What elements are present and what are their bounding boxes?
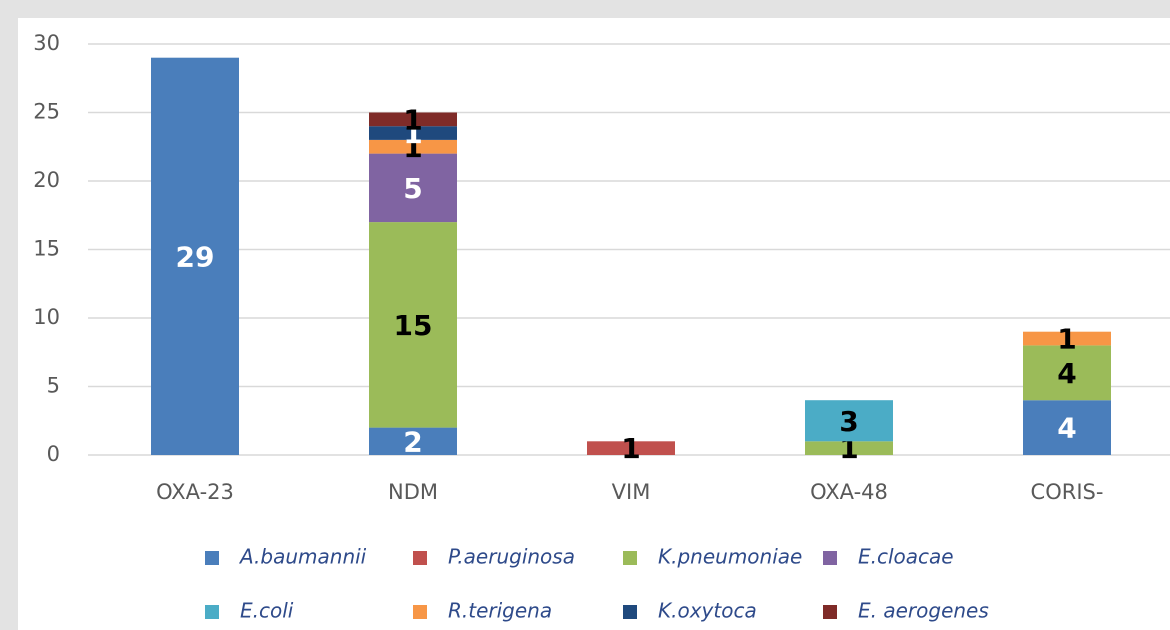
data-label: 2 bbox=[403, 425, 422, 458]
bar-segment bbox=[587, 441, 675, 455]
bar-segment bbox=[369, 427, 457, 455]
legend-swatch bbox=[205, 551, 219, 565]
legend-label: E.coli bbox=[240, 599, 294, 623]
bar-segment bbox=[369, 222, 457, 428]
y-tick-label: 20 bbox=[33, 168, 60, 192]
x-tick-label: OXA-48 bbox=[810, 480, 888, 504]
legend-swatch bbox=[413, 551, 427, 565]
y-tick-label: 5 bbox=[47, 374, 60, 398]
y-tick-label: 30 bbox=[33, 31, 60, 55]
y-tick-label: 0 bbox=[47, 442, 60, 466]
legend-swatch bbox=[623, 551, 637, 565]
legend-label: K.oxytoca bbox=[658, 599, 757, 623]
legend-label: K.pneumoniae bbox=[658, 545, 802, 569]
legend-label: P.aeruginosa bbox=[448, 545, 575, 569]
y-tick-label: 25 bbox=[33, 100, 60, 124]
bar-segment bbox=[1023, 345, 1111, 401]
legend-label: E. aerogenes bbox=[858, 599, 989, 623]
legend-label: R.terigena bbox=[448, 599, 552, 623]
bar-segment bbox=[369, 153, 457, 223]
y-tick-label: 10 bbox=[33, 305, 60, 329]
data-label: 1 bbox=[403, 103, 422, 136]
data-label: 1 bbox=[1057, 323, 1076, 356]
bar-segment bbox=[1023, 400, 1111, 455]
legend-swatch bbox=[205, 605, 219, 619]
legend-swatch bbox=[623, 605, 637, 619]
legend-swatch bbox=[823, 551, 837, 565]
x-tick-label: VIM bbox=[612, 480, 651, 504]
data-label: 1 bbox=[621, 432, 640, 465]
x-tick-label: CORIS- bbox=[1031, 480, 1104, 504]
data-label: 3 bbox=[839, 405, 858, 438]
x-tick-label: NDM bbox=[388, 480, 438, 504]
data-label: 29 bbox=[176, 240, 215, 273]
legend-swatch bbox=[823, 605, 837, 619]
bar-segment bbox=[151, 57, 239, 455]
legend-label: E.cloacae bbox=[858, 545, 954, 569]
data-label: 4 bbox=[1057, 357, 1076, 390]
bar-segment bbox=[369, 139, 457, 154]
x-tick-label: OXA-23 bbox=[156, 480, 234, 504]
legend-label: A.baumannii bbox=[238, 545, 367, 569]
bar-segment bbox=[369, 126, 457, 140]
data-label: 4 bbox=[1057, 412, 1076, 445]
bar-segment bbox=[369, 112, 457, 127]
bar-segment bbox=[805, 441, 893, 455]
bar-segment bbox=[1023, 331, 1111, 346]
legend-swatch bbox=[413, 605, 427, 619]
data-label: 5 bbox=[403, 172, 422, 205]
data-label: 15 bbox=[394, 309, 433, 342]
bar-segment bbox=[805, 400, 893, 442]
y-tick-label: 15 bbox=[33, 237, 60, 261]
